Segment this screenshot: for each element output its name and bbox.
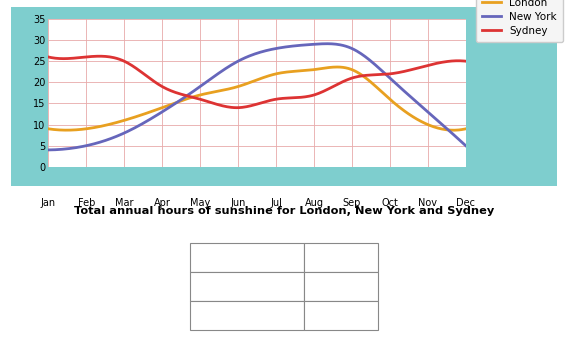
Sydney [45, 55, 52, 59]
Sydney [295, 95, 302, 99]
Sydney [303, 95, 310, 99]
Text: Nov: Nov [418, 198, 437, 208]
New York [45, 148, 52, 152]
Text: Feb: Feb [78, 198, 95, 208]
London [450, 128, 457, 132]
Text: Aug: Aug [304, 198, 323, 208]
Text: Oct: Oct [382, 198, 398, 208]
Text: Sep: Sep [343, 198, 361, 208]
London [294, 69, 300, 73]
London [334, 65, 341, 69]
Legend: London, New York, Sydney: London, New York, Sydney [475, 0, 563, 42]
Sydney [399, 69, 406, 74]
Sydney [233, 106, 240, 110]
Sydney [462, 59, 469, 63]
London [45, 127, 52, 131]
New York [300, 43, 307, 47]
New York [324, 42, 331, 46]
Sydney [426, 63, 433, 67]
London [425, 122, 432, 127]
New York [462, 144, 469, 148]
Text: Total annual hours of sunshine for London, New York and Sydney: Total annual hours of sunshine for Londo… [74, 206, 494, 216]
Sydney [97, 54, 103, 58]
Text: 1,180: 1,180 [311, 252, 343, 262]
Line: Sydney: Sydney [48, 56, 466, 108]
Text: May: May [190, 198, 210, 208]
Sydney [46, 55, 53, 60]
Text: Apr: Apr [154, 198, 170, 208]
Text: 2,535: 2,535 [311, 281, 343, 291]
Text: Jun: Jun [231, 198, 246, 208]
Sydney [296, 95, 303, 99]
London [462, 127, 469, 131]
Text: Dec: Dec [456, 198, 475, 208]
New York [46, 148, 53, 152]
New York [294, 44, 300, 48]
New York [425, 110, 432, 114]
Text: Jul: Jul [270, 198, 282, 208]
Text: London: London [197, 252, 238, 262]
Line: London: London [48, 67, 466, 130]
Text: Jan: Jan [41, 198, 56, 208]
Text: Sydney: Sydney [197, 311, 239, 321]
Text: New York: New York [197, 281, 248, 291]
London [46, 127, 53, 131]
Text: 2,473: 2,473 [311, 311, 343, 321]
Text: Mar: Mar [115, 198, 133, 208]
London [300, 68, 307, 73]
London [292, 69, 299, 73]
New York [398, 87, 405, 91]
London [398, 107, 405, 111]
New York [292, 44, 299, 48]
Line: New York: New York [48, 44, 466, 150]
